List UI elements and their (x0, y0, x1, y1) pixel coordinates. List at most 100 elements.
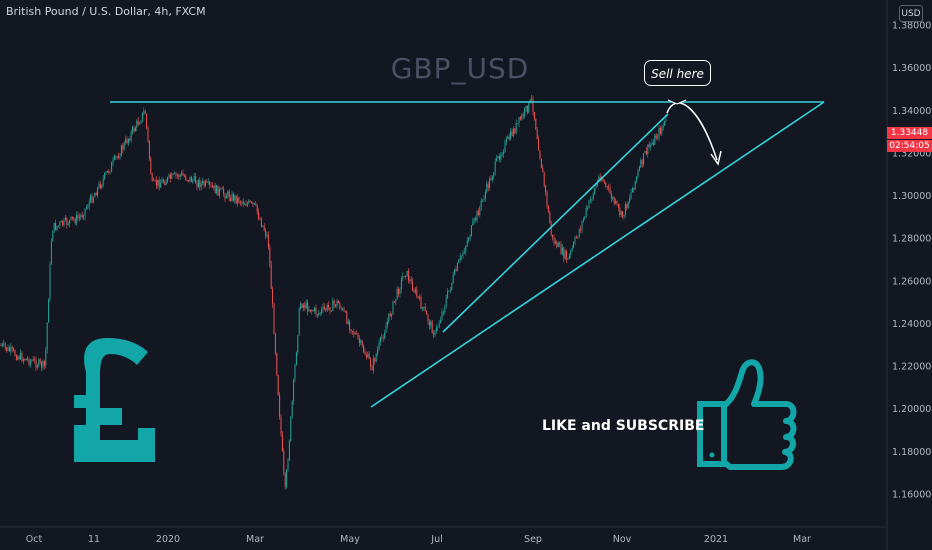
candle-body (447, 291, 449, 299)
time-tick-label: Sep (524, 534, 542, 545)
candle-body (650, 144, 652, 147)
candle-body (316, 314, 318, 315)
candle-body (392, 301, 394, 315)
candle-body (648, 144, 650, 147)
candle-body (24, 359, 26, 361)
candle-body (479, 207, 481, 216)
candle-body (295, 352, 297, 366)
time-tick-label: Nov (613, 534, 632, 545)
candle-body (167, 176, 169, 182)
candle-body (74, 219, 76, 224)
candle-body (207, 181, 209, 183)
candle-body (319, 312, 321, 314)
time-tick-label: 2020 (156, 534, 180, 545)
candle-body (160, 182, 162, 188)
candle-body (70, 216, 72, 220)
candle-body (105, 172, 107, 174)
candle-body (356, 333, 358, 335)
candle-body (469, 236, 471, 240)
candle-body (293, 379, 295, 402)
price-tick-label: 1.26000 (892, 276, 931, 287)
candle-body (108, 170, 110, 173)
candle-body (217, 185, 219, 196)
candle-body (168, 174, 170, 177)
candle-body (374, 358, 376, 362)
candle-body (302, 304, 304, 309)
candle-body (102, 178, 104, 185)
candle-body (399, 289, 401, 295)
candle-body (281, 433, 283, 452)
candle-body (155, 180, 157, 186)
price-axis[interactable]: 1.38000 1.36000 1.34000 1.32000 1.30000 1.280… (886, 0, 931, 550)
candle-body (430, 321, 432, 326)
candle-body (323, 306, 325, 309)
candle-body (435, 327, 437, 332)
candle-body (524, 108, 526, 117)
candle-body (165, 181, 167, 186)
candle-body (312, 310, 314, 312)
candle-body (216, 185, 218, 194)
candle-body (36, 366, 38, 368)
candle-body (651, 142, 653, 145)
candle-body (428, 321, 430, 326)
candle-body (260, 219, 262, 227)
candle-body (291, 401, 293, 417)
candle-body (521, 114, 523, 120)
candle-body (172, 173, 174, 175)
candle-body (244, 204, 246, 205)
candle-body (580, 229, 582, 231)
candle-body (448, 290, 450, 292)
candle-body (91, 195, 93, 203)
candle-body (309, 309, 311, 312)
candle-body (140, 121, 142, 124)
candle-body (434, 331, 436, 336)
price-tick-label: 1.38000 (892, 21, 931, 32)
candle-body (88, 201, 90, 208)
candle-body (360, 340, 362, 343)
candle-body (249, 200, 251, 203)
candle-body (46, 322, 48, 351)
candle-body (647, 144, 649, 155)
candle-body (372, 358, 374, 371)
candle-body (574, 237, 576, 243)
candle-body (552, 234, 554, 238)
candle-body (322, 306, 324, 310)
candle-body (571, 247, 573, 251)
candle-body (559, 243, 561, 245)
candle-body (39, 359, 41, 362)
candle-body (536, 129, 538, 139)
candle-body (496, 157, 498, 162)
candle-body (396, 288, 398, 300)
candle-body (196, 183, 198, 187)
channel-trendline[interactable] (442, 113, 669, 333)
candle-body (20, 352, 22, 360)
candle-body (118, 156, 120, 158)
candle-body (375, 353, 377, 362)
candle-body (45, 350, 47, 366)
candle-body (490, 178, 492, 181)
candle-body (346, 311, 348, 324)
candle-body (63, 219, 65, 226)
candle-body (95, 193, 97, 196)
currency-button[interactable]: USD (899, 5, 923, 22)
candle-body (655, 135, 657, 139)
countdown-tag: 02:54:05 (887, 140, 932, 152)
candle-body (549, 211, 551, 224)
candle-body (498, 155, 500, 160)
candle-body (130, 131, 132, 141)
candle-body (465, 246, 467, 252)
candle-body (620, 211, 622, 216)
candle-body (113, 156, 115, 160)
candle-body (466, 240, 468, 247)
time-axis[interactable]: Oct 11 2020 Mar May Jul Sep Nov 2021 Mar (0, 526, 887, 545)
candle-body (164, 182, 166, 186)
support-trendline[interactable] (370, 101, 825, 408)
candle-body (393, 301, 395, 303)
candle-body (209, 181, 211, 185)
candle-body (633, 187, 635, 190)
candle-body (214, 185, 216, 194)
candle-body (472, 221, 474, 226)
candle-body (248, 200, 250, 204)
